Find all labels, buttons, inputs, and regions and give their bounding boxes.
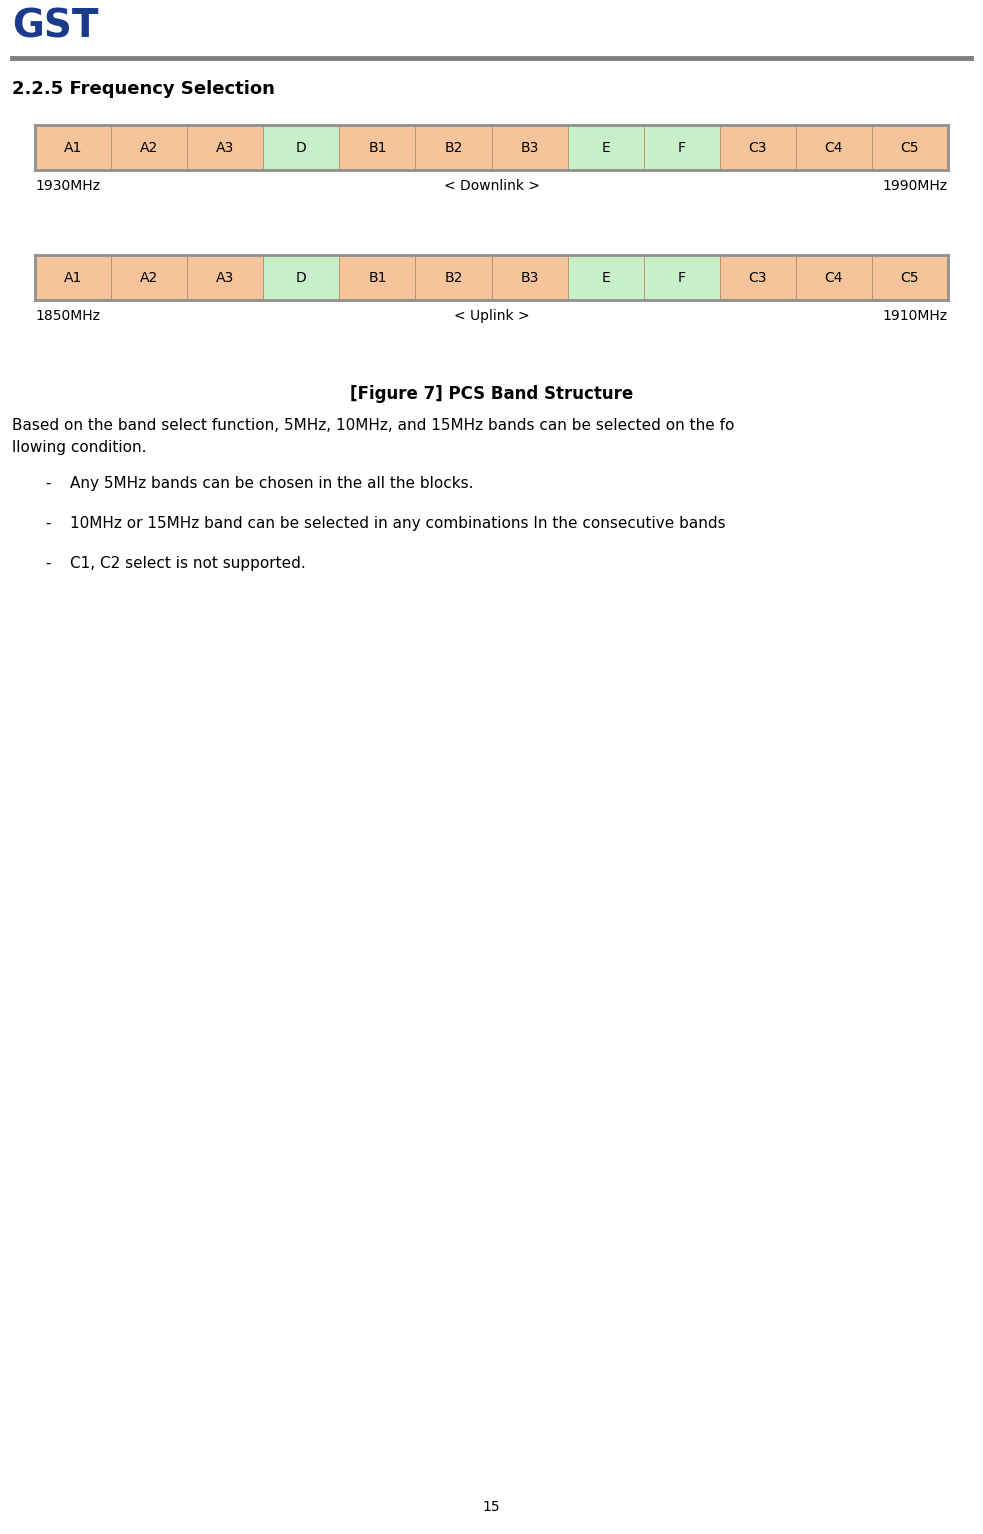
Bar	[567, 124, 644, 170]
Bar	[263, 124, 339, 170]
Text: 1930MHz: 1930MHz	[35, 179, 100, 193]
Text: E: E	[602, 141, 610, 155]
Bar	[796, 255, 872, 301]
Text: -: -	[45, 515, 51, 531]
Bar	[339, 124, 416, 170]
Text: E: E	[602, 270, 610, 284]
Text: A3: A3	[216, 270, 234, 284]
Text: C3: C3	[748, 270, 767, 284]
Bar	[720, 255, 796, 301]
Text: C5: C5	[900, 270, 919, 284]
Bar	[644, 255, 720, 301]
Text: B2: B2	[444, 270, 463, 284]
Text: < Downlink >: < Downlink >	[443, 179, 540, 193]
Text: 10MHz or 15MHz band can be selected in any combinations In the consecutive bands: 10MHz or 15MHz band can be selected in a…	[70, 515, 725, 531]
Text: C3: C3	[748, 141, 767, 155]
Text: GST: GST	[12, 8, 98, 46]
Text: llowing condition.: llowing condition.	[12, 440, 146, 456]
Bar	[187, 255, 263, 301]
Text: 1850MHz: 1850MHz	[35, 308, 100, 324]
Text: 15: 15	[483, 1500, 500, 1514]
Text: B2: B2	[444, 141, 463, 155]
Text: [Figure 7] PCS Band Structure: [Figure 7] PCS Band Structure	[350, 385, 633, 403]
Bar	[492, 255, 567, 301]
Text: A1: A1	[64, 270, 83, 284]
Bar	[416, 255, 492, 301]
Text: F: F	[677, 141, 686, 155]
Bar	[339, 255, 416, 301]
Bar	[644, 124, 720, 170]
Bar	[872, 255, 948, 301]
Text: Any 5MHz bands can be chosen in the all the blocks.: Any 5MHz bands can be chosen in the all …	[70, 476, 474, 491]
Text: B3: B3	[520, 141, 539, 155]
Text: A3: A3	[216, 141, 234, 155]
Bar	[872, 124, 948, 170]
Text: B3: B3	[520, 270, 539, 284]
Text: 1910MHz: 1910MHz	[883, 308, 948, 324]
Text: D: D	[296, 141, 307, 155]
Text: -: -	[45, 555, 51, 571]
Text: < Uplink >: < Uplink >	[454, 308, 529, 324]
Bar	[720, 124, 796, 170]
Text: C5: C5	[900, 141, 919, 155]
Text: A2: A2	[140, 270, 158, 284]
Text: B1: B1	[368, 270, 386, 284]
Text: C4: C4	[825, 270, 843, 284]
Text: 1990MHz: 1990MHz	[883, 179, 948, 193]
Text: F: F	[677, 270, 686, 284]
Text: C1, C2 select is not supported.: C1, C2 select is not supported.	[70, 555, 306, 571]
Bar	[111, 124, 187, 170]
Bar	[492, 124, 567, 170]
Text: 2.2.5 Frequency Selection: 2.2.5 Frequency Selection	[12, 80, 275, 98]
Bar	[187, 124, 263, 170]
Bar	[796, 124, 872, 170]
Bar	[35, 255, 111, 301]
Bar	[111, 255, 187, 301]
Text: A1: A1	[64, 141, 83, 155]
Bar	[263, 255, 339, 301]
Text: A2: A2	[140, 141, 158, 155]
Bar	[416, 124, 492, 170]
Text: C4: C4	[825, 141, 843, 155]
Text: -: -	[45, 476, 51, 491]
Text: Based on the band select function, 5MHz, 10MHz, and 15MHz bands can be selected : Based on the band select function, 5MHz,…	[12, 417, 734, 433]
Text: B1: B1	[368, 141, 386, 155]
Text: D: D	[296, 270, 307, 284]
Bar	[35, 124, 111, 170]
Bar	[567, 255, 644, 301]
